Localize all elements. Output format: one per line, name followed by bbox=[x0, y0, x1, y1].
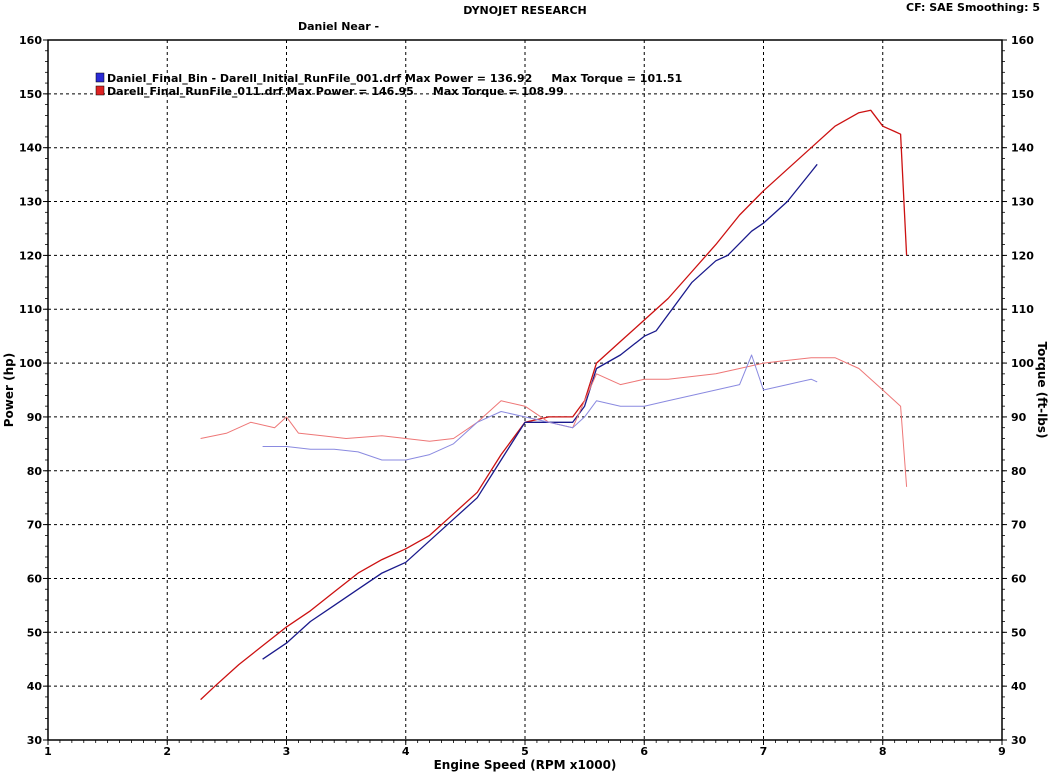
x-tick-label: 2 bbox=[163, 745, 171, 758]
y2-tick-label: 40 bbox=[1011, 680, 1027, 693]
y2-tick-label: 160 bbox=[1011, 34, 1034, 47]
y2-tick-label: 30 bbox=[1011, 734, 1027, 747]
y-tick-label: 100 bbox=[19, 357, 42, 370]
y2-tick-label: 50 bbox=[1011, 626, 1027, 639]
y-tick-label: 60 bbox=[27, 572, 43, 585]
y-tick-label: 30 bbox=[27, 734, 43, 747]
y2-tick-label: 80 bbox=[1011, 465, 1027, 478]
y2-tick-label: 70 bbox=[1011, 519, 1027, 532]
plot-series bbox=[200, 109, 908, 701]
y2-tick-label: 120 bbox=[1011, 249, 1034, 262]
y2-tick-label: 110 bbox=[1011, 303, 1034, 316]
y-tick-label: 110 bbox=[19, 303, 42, 316]
x-tick-label: 3 bbox=[283, 745, 291, 758]
y-tick-label: 130 bbox=[19, 196, 42, 209]
y-tick-label: 160 bbox=[19, 34, 42, 47]
legend: Daniel_Final_Bin - Darell_Initial_RunFil… bbox=[95, 72, 682, 98]
x-tick-label: 8 bbox=[879, 745, 887, 758]
chart-title: DYNOJET RESEARCH bbox=[463, 4, 586, 17]
chart-subtitle: Daniel Near - bbox=[298, 20, 379, 33]
y-tick-label: 80 bbox=[27, 465, 43, 478]
y2-tick-label: 150 bbox=[1011, 88, 1034, 101]
x-tick-label: 1 bbox=[44, 745, 52, 758]
y-tick-label: 150 bbox=[19, 88, 42, 101]
x-tick-label: 5 bbox=[521, 745, 529, 758]
y2-tick-label: 90 bbox=[1011, 411, 1027, 424]
y2-tick-label: 60 bbox=[1011, 572, 1027, 585]
series-torque-line-3 bbox=[262, 354, 818, 461]
y-tick-label: 120 bbox=[19, 249, 42, 262]
x-tick-label: 6 bbox=[640, 745, 648, 758]
y-tick-label: 70 bbox=[27, 519, 43, 532]
y2-tick-label: 100 bbox=[1011, 357, 1034, 370]
y2-tick-label: 140 bbox=[1011, 142, 1034, 155]
settings-label: CF: SAE Smoothing: 5 bbox=[906, 1, 1040, 14]
plot-frame bbox=[47, 39, 1003, 741]
y-tick-label: 140 bbox=[19, 142, 42, 155]
y-tick-label: 40 bbox=[27, 680, 43, 693]
y-tick-label: 50 bbox=[27, 626, 43, 639]
legend-entry-red: Darell_Final_RunFile_011.drf Max Power =… bbox=[107, 85, 564, 98]
y2-axis-title: Torque (ft-lbs) bbox=[1035, 342, 1049, 439]
y2-tick-label: 130 bbox=[1011, 196, 1034, 209]
x-axis-title: Engine Speed (RPM x1000) bbox=[434, 758, 617, 772]
x-tick-label: 7 bbox=[760, 745, 768, 758]
x-tick-label: 9 bbox=[998, 745, 1006, 758]
y-tick-label: 90 bbox=[27, 411, 43, 424]
legend-entry-blue: Daniel_Final_Bin - Darell_Initial_RunFil… bbox=[107, 72, 682, 85]
x-tick-label: 4 bbox=[402, 745, 410, 758]
legend-swatch-red bbox=[95, 85, 105, 96]
legend-swatch-blue bbox=[95, 72, 105, 83]
y-axis-title: Power (hp) bbox=[2, 353, 16, 427]
